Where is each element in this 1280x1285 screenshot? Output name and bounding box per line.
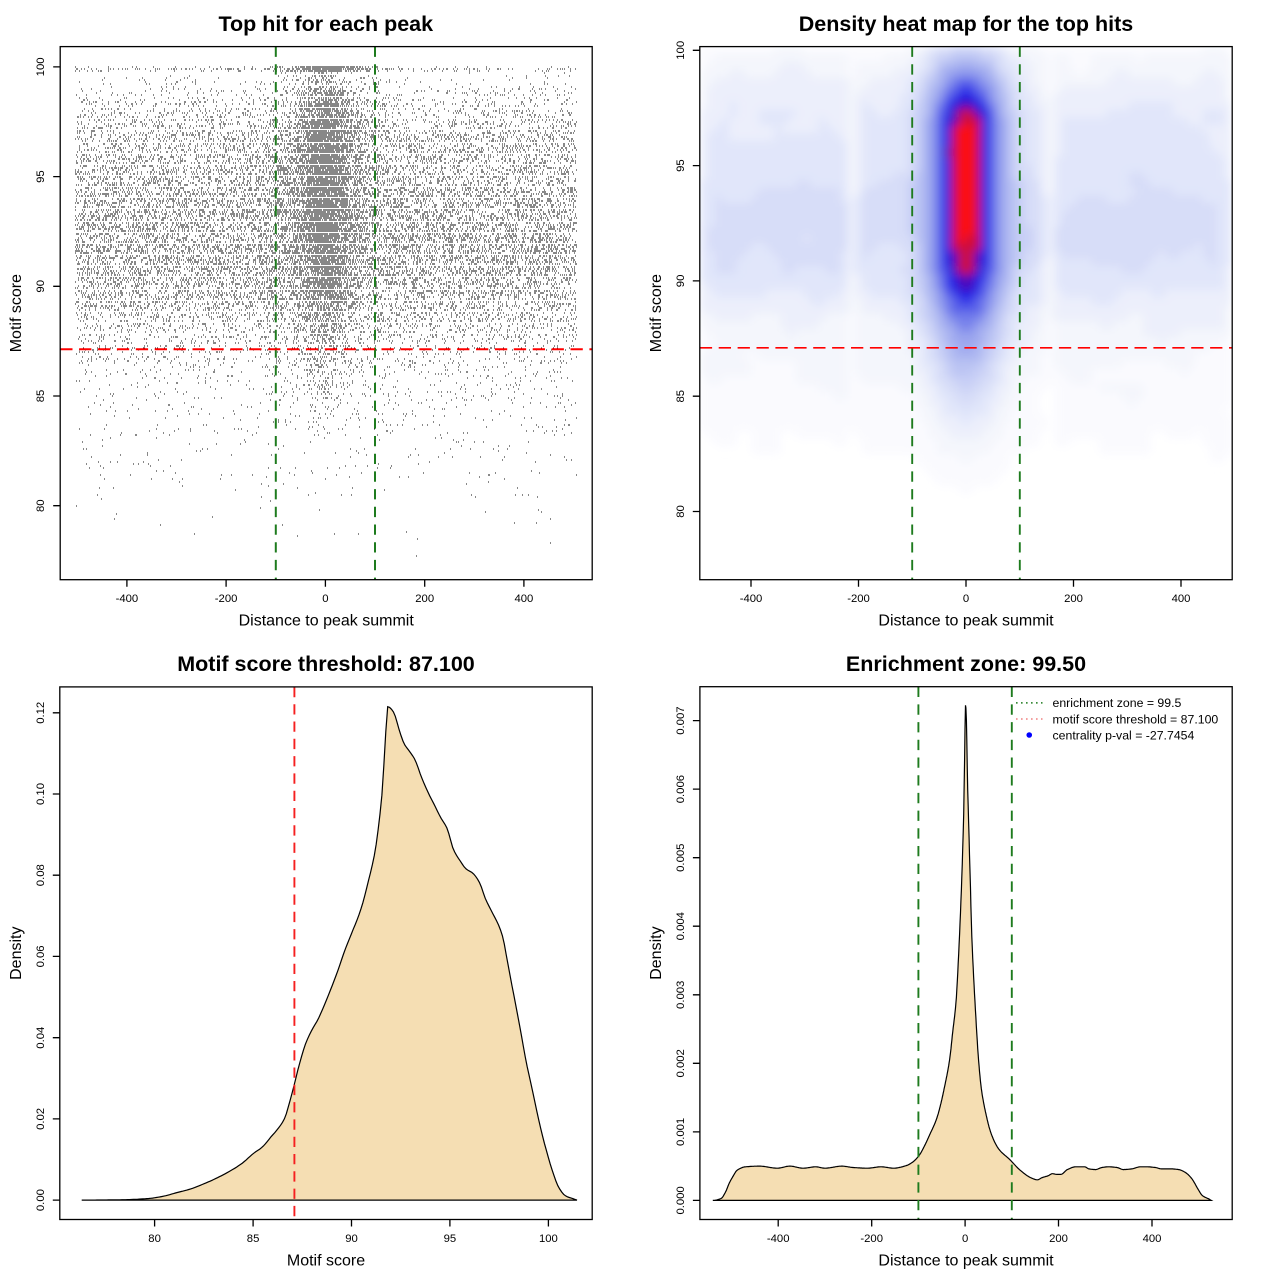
svg-text:-200: -200 [215,593,238,605]
svg-text:400: 400 [514,593,533,605]
svg-text:95: 95 [675,159,687,172]
svg-text:200: 200 [415,593,434,605]
svg-text:Density heat map for the top h: Density heat map for the top hits [799,12,1134,36]
svg-text:-400: -400 [767,1233,790,1245]
svg-text:enrichment zone = 99.5: enrichment zone = 99.5 [1053,696,1182,710]
svg-text:0.000: 0.000 [675,1186,687,1214]
svg-text:0.006: 0.006 [675,775,687,803]
svg-text:90: 90 [675,275,687,288]
svg-text:-200: -200 [847,593,870,605]
svg-text:400: 400 [1172,593,1191,605]
svg-text:0.10: 0.10 [35,783,47,805]
svg-text:Top hit for each peak: Top hit for each peak [218,12,433,36]
svg-text:200: 200 [1049,1233,1068,1245]
svg-text:85: 85 [247,1233,260,1245]
svg-text:0: 0 [322,593,328,605]
svg-text:85: 85 [675,390,687,403]
svg-text:Motif score: Motif score [648,274,665,352]
svg-text:0: 0 [963,593,969,605]
svg-text:centrality p-val = -27.7454: centrality p-val = -27.7454 [1053,728,1195,742]
svg-text:0.007: 0.007 [675,706,687,734]
svg-text:100: 100 [35,57,47,76]
svg-text:Motif score: Motif score [8,274,25,352]
svg-text:95: 95 [444,1233,457,1245]
svg-text:80: 80 [35,499,47,512]
svg-text:0.04: 0.04 [35,1027,47,1049]
svg-text:0.08: 0.08 [35,864,47,886]
svg-text:0.00: 0.00 [35,1189,47,1211]
svg-text:Motif score: Motif score [287,1252,365,1269]
svg-text:0.06: 0.06 [35,945,47,967]
svg-text:200: 200 [1064,593,1083,605]
svg-text:-400: -400 [116,593,139,605]
svg-text:90: 90 [35,280,47,293]
svg-text:95: 95 [35,170,47,183]
svg-text:Distance to peak summit: Distance to peak summit [878,1252,1054,1269]
svg-text:80: 80 [148,1233,161,1245]
svg-text:0.001: 0.001 [675,1118,687,1146]
svg-text:100: 100 [675,41,687,60]
svg-text:0.004: 0.004 [675,912,687,940]
svg-text:0.003: 0.003 [675,981,687,1009]
svg-text:Density: Density [648,926,665,979]
svg-text:motif score threshold = 87.100: motif score threshold = 87.100 [1053,712,1219,726]
svg-text:Density: Density [8,927,25,980]
svg-text:0.002: 0.002 [675,1049,687,1077]
svg-text:90: 90 [345,1233,358,1245]
svg-text:Distance to peak summit: Distance to peak summit [239,612,415,629]
svg-text:Motif score threshold: 87.100: Motif score threshold: 87.100 [177,652,475,676]
svg-text:Enrichment zone: 99.50: Enrichment zone: 99.50 [846,652,1086,676]
svg-text:0.12: 0.12 [35,702,47,724]
svg-text:100: 100 [539,1233,558,1245]
svg-text:Distance to peak summit: Distance to peak summit [878,612,1054,629]
svg-text:-200: -200 [860,1233,883,1245]
svg-text:0.005: 0.005 [675,844,687,872]
svg-text:85: 85 [35,390,47,403]
svg-text:0.02: 0.02 [35,1108,47,1130]
svg-text:0: 0 [962,1233,968,1245]
svg-text:400: 400 [1143,1233,1162,1245]
svg-text:80: 80 [675,505,687,518]
svg-text:-400: -400 [740,593,763,605]
